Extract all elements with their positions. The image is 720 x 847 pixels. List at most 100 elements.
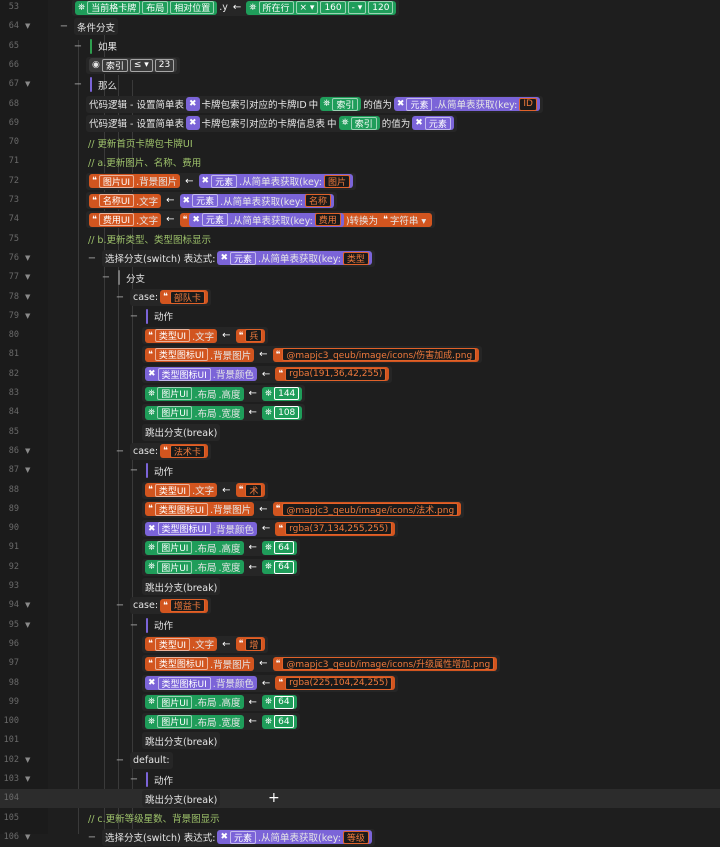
- value-chip[interactable]: ❝ @mapjc3_qeub/image/icons/伤害加成.png: [272, 347, 480, 362]
- condition-block[interactable]: ◉ 索引 ≤ ▾ 23: [86, 56, 181, 74]
- fold-chevron-icon[interactable]: ▼: [25, 311, 31, 320]
- ui-var[interactable]: 图片UI: [157, 715, 193, 729]
- math-chip[interactable]: ⛯ 所在行 × ▾ 160- ▾ 120: [246, 0, 397, 15]
- case-field[interactable]: 增益卡: [169, 599, 205, 613]
- ui-var[interactable]: 图片UI: [157, 387, 193, 400]
- key-field[interactable]: 类型: [342, 251, 369, 265]
- switch-block[interactable]: 选择分支(switch) 表达式: ✖ 元素 .从简单表获取(key: 类型: [102, 249, 375, 267]
- value-chip[interactable]: ❝ rgba(37,134,255,255): [275, 521, 396, 536]
- prop[interactable]: 布局: [142, 1, 169, 14]
- table-var-chip[interactable]: ✖: [185, 97, 200, 111]
- value-chip[interactable]: ⛯ 64: [261, 540, 297, 555]
- index-var[interactable]: 索引: [101, 58, 128, 72]
- switch-block[interactable]: 选择分支(switch) 表达式: ✖ 元素 .从简单表获取(key: 等级: [102, 828, 375, 846]
- table-var-chip[interactable]: ✖: [185, 116, 200, 131]
- assign-block[interactable]: ✖ 类型图标UI .背景颜色 ← ❝ rgba(37,134,255,255): [142, 520, 399, 538]
- section-block[interactable]: 分支: [116, 269, 147, 286]
- assign-block[interactable]: ❝ 类型UI .文字 ← ❝ 术: [142, 481, 269, 499]
- case-value-chip[interactable]: ❝ 增益卡: [160, 598, 208, 613]
- key-field[interactable]: 名称: [304, 194, 331, 207]
- element-var[interactable]: 元素: [230, 830, 257, 844]
- collapse-toggle[interactable]: −: [115, 445, 125, 457]
- fold-chevron-icon[interactable]: ▼: [25, 620, 31, 629]
- value-field[interactable]: 64: [274, 695, 294, 709]
- value-field[interactable]: 64: [274, 541, 294, 555]
- ui-var[interactable]: 类型图标UI: [154, 657, 209, 671]
- assign-block[interactable]: ✖ 类型图标UI .背景颜色 ← ❝ rgba(191,36,42,255): [142, 365, 393, 383]
- target-chip[interactable]: ❝ 图片UI .背景图片: [89, 174, 181, 189]
- assign-block[interactable]: ⛯ 图片UI .布局 .宽度 ← ⛯ 108: [142, 404, 306, 422]
- collapse-toggle[interactable]: −: [59, 21, 69, 33]
- section-block[interactable]: 动作: [144, 462, 175, 479]
- assign-block[interactable]: ⛯ 图片UI .布局 .宽度 ← ⛯ 64: [142, 558, 300, 576]
- section-block[interactable]: 动作: [144, 308, 175, 325]
- value-field[interactable]: @mapjc3_qeub/image/icons/法术.png: [282, 502, 459, 516]
- operator-select[interactable]: ≤ ▾: [129, 58, 153, 72]
- element-var[interactable]: 元素: [230, 251, 257, 265]
- collapse-toggle[interactable]: −: [101, 272, 111, 284]
- value-field[interactable]: 64: [274, 560, 294, 574]
- target-chip[interactable]: ⛯ 图片UI .布局 .高度: [145, 386, 244, 401]
- assign-block[interactable]: ❝ 名称UI .文字 ← ✖ 元素 .从简单表获取(key: 名称: [86, 192, 337, 209]
- target-chip[interactable]: ❝ 类型UI .文字: [145, 328, 218, 343]
- key-field[interactable]: 图片: [323, 174, 350, 188]
- number[interactable]: 120: [368, 1, 394, 14]
- value-chip[interactable]: ❝ @mapjc3_qeub/image/icons/法术.png: [272, 502, 462, 517]
- row-var[interactable]: 所在行: [258, 1, 294, 14]
- ui-var[interactable]: 类型图标UI: [157, 522, 211, 536]
- fold-chevron-icon[interactable]: ▼: [25, 832, 31, 841]
- element-chip[interactable]: ✖ 元素 .从简单表获取(key: 费用: [189, 212, 344, 227]
- ui-var[interactable]: 类型UI: [154, 483, 191, 497]
- assign-block[interactable]: ⛯ 图片UI .布局 .高度 ← ⛯ 64: [142, 539, 300, 557]
- fold-chevron-icon[interactable]: ▼: [25, 446, 31, 455]
- element-var[interactable]: 元素: [424, 116, 451, 130]
- set-table-block[interactable]: 代码逻辑 - 设置简单表 ✖ 卡牌包索引对应的卡牌ID 中 ⛯ 索引 的值为 ✖ 元素 .从简单表…: [86, 95, 543, 113]
- assign-block[interactable]: ❝ 类型图标UI .背景图片 ← ❝ @mapjc3_qeub/image/icons/伤…: [142, 346, 483, 364]
- assign-block[interactable]: ⛯ 图片UI .布局 .宽度 ← ⛯ 64: [142, 713, 300, 731]
- target-chip[interactable]: ✖ 类型图标UI .背景颜色: [145, 521, 257, 536]
- section-block[interactable]: 如果: [88, 38, 119, 55]
- target-chip[interactable]: ⛯ 图片UI .布局 .宽度: [145, 405, 244, 420]
- index-var[interactable]: 索引: [350, 116, 377, 130]
- section-block[interactable]: 动作: [144, 617, 175, 634]
- target-chip[interactable]: ⛯ 图片UI .布局 .宽度: [145, 560, 244, 575]
- comment-block[interactable]: // 更新首页卡牌包卡牌UI: [86, 134, 195, 151]
- ui-var[interactable]: 图片UI: [157, 541, 193, 555]
- ui-var[interactable]: 类型图标UI: [157, 367, 211, 381]
- key-field[interactable]: 费用: [314, 213, 341, 227]
- case-value-chip[interactable]: ❝ 法术卡: [160, 444, 208, 459]
- element-chip[interactable]: ✖ 元素 .从简单表获取(key: 类型: [217, 251, 372, 266]
- collapse-toggle[interactable]: −: [73, 40, 83, 52]
- index-var[interactable]: 索引: [332, 97, 359, 111]
- value-field[interactable]: @mapjc3_qeub/image/icons/升级属性增加.png: [282, 657, 495, 671]
- assign-block[interactable]: ⛯ 图片UI .布局 .高度 ← ⛯ 64: [142, 693, 300, 711]
- fold-chevron-icon[interactable]: ▼: [25, 253, 31, 262]
- target-chip[interactable]: ⛯ 当前格卡牌 布局 相对位置: [75, 0, 218, 15]
- statement-block[interactable]: 跳出分支(break): [142, 578, 221, 595]
- collapse-toggle[interactable]: −: [115, 754, 125, 766]
- assign-block[interactable]: ❝ 类型UI .文字 ← ❝ 兵: [142, 327, 269, 345]
- target-chip[interactable]: ❝ 名称UI .文字: [89, 193, 162, 208]
- key-field[interactable]: ID: [519, 97, 537, 111]
- operator-select[interactable]: - ▾: [347, 1, 367, 14]
- assign-block[interactable]: ❝ 类型图标UI .背景图片 ← ❝ @mapjc3_qeub/image/icons/升…: [142, 655, 501, 673]
- index-chip[interactable]: ⛯ 索引: [320, 97, 362, 111]
- assign-block[interactable]: ❝ 费用UI .文字 ← ❝ ✖ 元素 .从简单表获取(key: 费用)转换为 ❝ 字符串 ▾: [86, 211, 436, 229]
- index-chip[interactable]: ⛯ 索引: [338, 116, 380, 131]
- value-chip[interactable]: ❝ rgba(225,104,24,255): [275, 676, 396, 690]
- element-var[interactable]: 元素: [211, 174, 238, 188]
- assign-block[interactable]: ❝ 类型UI .文字 ← ❝ 增: [142, 635, 269, 653]
- element-var[interactable]: 元素: [192, 194, 219, 207]
- ui-var[interactable]: 类型图标UI: [154, 502, 209, 516]
- target-chip[interactable]: ⛯ 图片UI .布局 .高度: [145, 695, 244, 710]
- target-chip[interactable]: ❝ 类型图标UI .背景图片: [145, 502, 255, 517]
- case-value-chip[interactable]: ❝ 部队卡: [160, 290, 208, 304]
- fold-chevron-icon[interactable]: ▼: [25, 80, 31, 89]
- statement-block[interactable]: 条件分支: [74, 18, 119, 36]
- key-field[interactable]: 等级: [342, 830, 369, 844]
- target-chip[interactable]: ❝ 类型图标UI .背景图片: [145, 656, 255, 671]
- value-field[interactable]: rgba(225,104,24,255): [285, 676, 393, 690]
- element-chip[interactable]: ✖ 元素 .从简单表获取(key: 名称: [179, 193, 334, 208]
- assign-block[interactable]: ❝ 类型图标UI .背景图片 ← ❝ @mapjc3_qeub/image/icons/法…: [142, 500, 465, 518]
- element-var[interactable]: 元素: [201, 213, 228, 227]
